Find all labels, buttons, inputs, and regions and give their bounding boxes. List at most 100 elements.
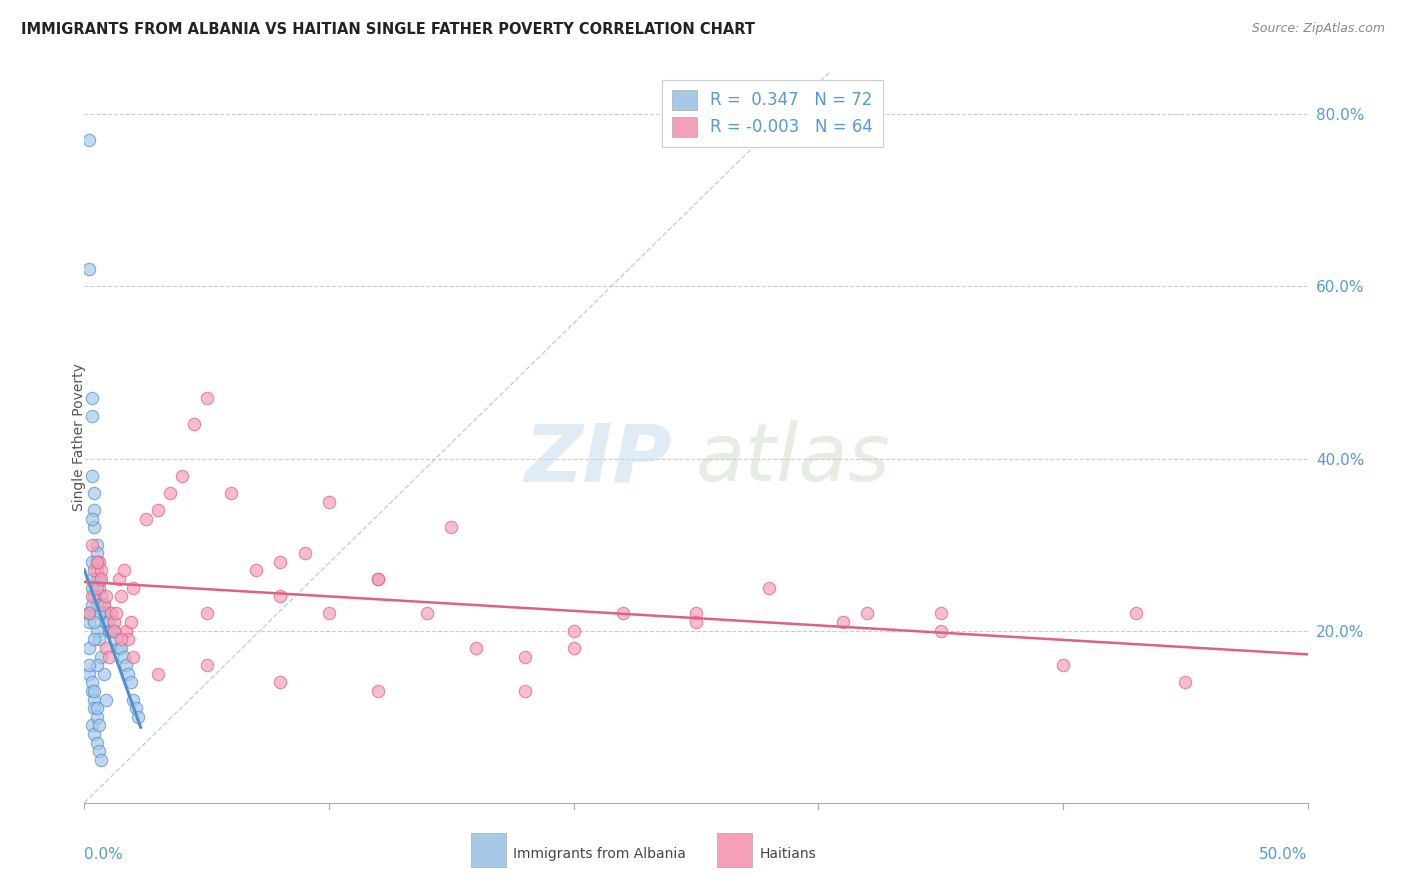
Point bbox=[513, 684, 536, 698]
Point bbox=[112, 649, 135, 664]
Point bbox=[87, 572, 110, 586]
Point bbox=[758, 581, 780, 595]
Point bbox=[112, 564, 135, 578]
Point bbox=[83, 486, 105, 500]
Point bbox=[117, 632, 139, 647]
Point bbox=[367, 572, 389, 586]
Point bbox=[183, 417, 205, 432]
Point bbox=[86, 735, 108, 749]
Point bbox=[269, 675, 291, 690]
Text: atlas: atlas bbox=[696, 420, 891, 498]
Point bbox=[80, 468, 103, 483]
Point bbox=[86, 710, 108, 724]
Point bbox=[77, 640, 100, 655]
Point bbox=[86, 658, 108, 673]
Point bbox=[93, 666, 115, 681]
Point bbox=[100, 624, 122, 638]
Point bbox=[96, 607, 118, 621]
Point bbox=[93, 598, 115, 612]
Point bbox=[685, 615, 707, 629]
Point bbox=[219, 486, 242, 500]
Point bbox=[125, 701, 148, 715]
Point bbox=[103, 624, 125, 638]
Point bbox=[93, 598, 115, 612]
Point bbox=[87, 607, 110, 621]
Point bbox=[86, 564, 108, 578]
Point bbox=[96, 615, 118, 629]
Point bbox=[86, 572, 108, 586]
Point bbox=[562, 640, 585, 655]
Point bbox=[83, 727, 105, 741]
Point bbox=[1174, 675, 1197, 690]
Point bbox=[87, 718, 110, 732]
Point bbox=[115, 624, 138, 638]
Point bbox=[87, 581, 110, 595]
Point bbox=[120, 675, 142, 690]
Text: Source: ZipAtlas.com: Source: ZipAtlas.com bbox=[1251, 22, 1385, 36]
Point bbox=[86, 555, 108, 569]
Point bbox=[117, 666, 139, 681]
Point bbox=[440, 520, 463, 534]
Point bbox=[685, 607, 707, 621]
Point bbox=[83, 589, 105, 603]
Point bbox=[135, 512, 157, 526]
Point bbox=[562, 624, 585, 638]
Point bbox=[80, 409, 103, 423]
Point bbox=[87, 632, 110, 647]
Point bbox=[77, 133, 100, 147]
Point bbox=[464, 640, 486, 655]
Point bbox=[103, 615, 125, 629]
Point bbox=[77, 607, 100, 621]
Y-axis label: Single Father Poverty: Single Father Poverty bbox=[72, 363, 86, 511]
Point bbox=[318, 494, 340, 508]
Point bbox=[318, 607, 340, 621]
Point bbox=[83, 564, 105, 578]
Point bbox=[77, 607, 100, 621]
Point bbox=[80, 538, 103, 552]
Point bbox=[172, 468, 194, 483]
Point bbox=[122, 581, 145, 595]
Point bbox=[856, 607, 879, 621]
Point bbox=[83, 632, 105, 647]
Point bbox=[96, 640, 118, 655]
Point bbox=[86, 701, 108, 715]
Point bbox=[90, 572, 112, 586]
Point bbox=[80, 581, 103, 595]
Point bbox=[929, 607, 952, 621]
Point bbox=[100, 607, 122, 621]
Point bbox=[83, 615, 105, 629]
Point bbox=[86, 581, 108, 595]
Point bbox=[80, 555, 103, 569]
Point bbox=[86, 538, 108, 552]
Point bbox=[93, 607, 115, 621]
Point bbox=[107, 640, 129, 655]
Point bbox=[1052, 658, 1074, 673]
Point bbox=[146, 666, 169, 681]
Point bbox=[87, 555, 110, 569]
Point bbox=[90, 598, 112, 612]
Point bbox=[195, 658, 218, 673]
Point bbox=[87, 744, 110, 758]
Point bbox=[122, 692, 145, 706]
Point bbox=[83, 684, 105, 698]
Point bbox=[97, 624, 120, 638]
Point bbox=[367, 572, 389, 586]
Point bbox=[97, 615, 120, 629]
Point bbox=[367, 684, 389, 698]
Point bbox=[195, 607, 218, 621]
Point bbox=[86, 546, 108, 560]
Point bbox=[83, 503, 105, 517]
Point bbox=[115, 658, 138, 673]
Point bbox=[87, 598, 110, 612]
Point bbox=[245, 564, 267, 578]
Point bbox=[80, 718, 103, 732]
Point bbox=[77, 658, 100, 673]
Point bbox=[77, 262, 100, 277]
Text: ZIP: ZIP bbox=[524, 420, 672, 498]
Point bbox=[612, 607, 634, 621]
Point bbox=[83, 701, 105, 715]
Text: 0.0%: 0.0% bbox=[84, 847, 124, 862]
Point bbox=[80, 512, 103, 526]
Point bbox=[80, 684, 103, 698]
Point bbox=[80, 675, 103, 690]
